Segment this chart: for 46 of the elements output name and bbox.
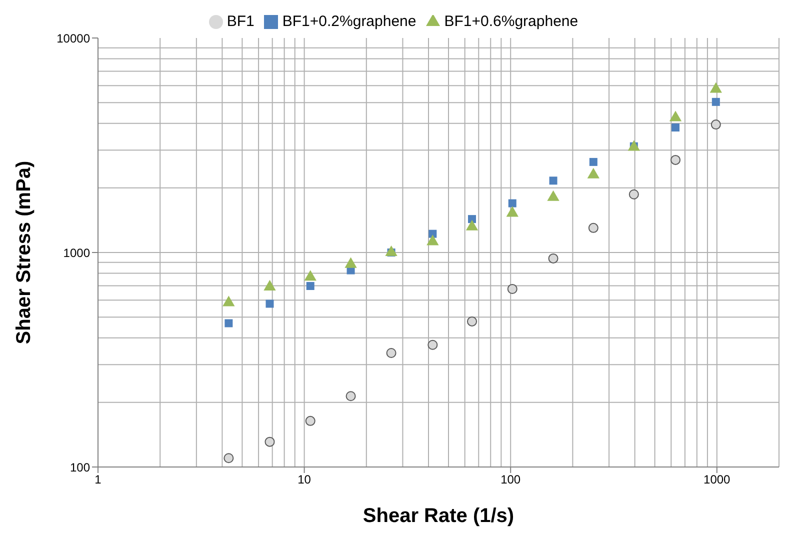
x-tick-label: 1 xyxy=(94,472,102,487)
point xyxy=(426,234,439,246)
x-tick-label: 10 xyxy=(298,472,312,487)
point xyxy=(669,110,682,122)
point xyxy=(264,436,275,447)
x-axis-title: Shear Rate (1/s) xyxy=(362,505,514,527)
point xyxy=(386,348,396,358)
point xyxy=(672,124,680,132)
point xyxy=(264,280,276,290)
point xyxy=(266,300,274,308)
y-tick-label: 100 xyxy=(70,460,90,474)
legend-label: BF1+0.6%graphene xyxy=(444,13,578,30)
point xyxy=(306,282,314,290)
point xyxy=(466,316,478,326)
legend-label: BF1+0.2%graphene xyxy=(282,13,416,30)
point xyxy=(466,220,478,230)
point xyxy=(304,270,316,281)
point xyxy=(468,215,476,224)
point xyxy=(587,168,600,178)
point xyxy=(508,199,516,208)
point xyxy=(222,296,235,306)
point xyxy=(305,416,316,426)
point xyxy=(547,190,560,201)
point xyxy=(428,340,438,350)
point xyxy=(224,319,233,328)
x-tick-label: 100 xyxy=(500,472,521,487)
x-tick-label: 1000 xyxy=(704,472,731,487)
y-tick-label: 10000 xyxy=(56,31,90,46)
point xyxy=(385,245,398,256)
point xyxy=(589,158,598,166)
legend-label: BF1 xyxy=(226,13,254,30)
y-axis-title: Shaer Stress (mPa) xyxy=(13,160,36,344)
point xyxy=(507,284,518,294)
point xyxy=(548,253,558,264)
point xyxy=(710,82,722,93)
point xyxy=(344,257,357,268)
point xyxy=(549,176,558,185)
point xyxy=(506,206,518,217)
point xyxy=(224,453,234,464)
y-tick-label: 1000 xyxy=(63,246,90,260)
point xyxy=(670,154,681,165)
point xyxy=(628,189,639,200)
point xyxy=(588,222,598,233)
point xyxy=(346,391,356,402)
point xyxy=(712,98,720,106)
point xyxy=(710,120,721,130)
